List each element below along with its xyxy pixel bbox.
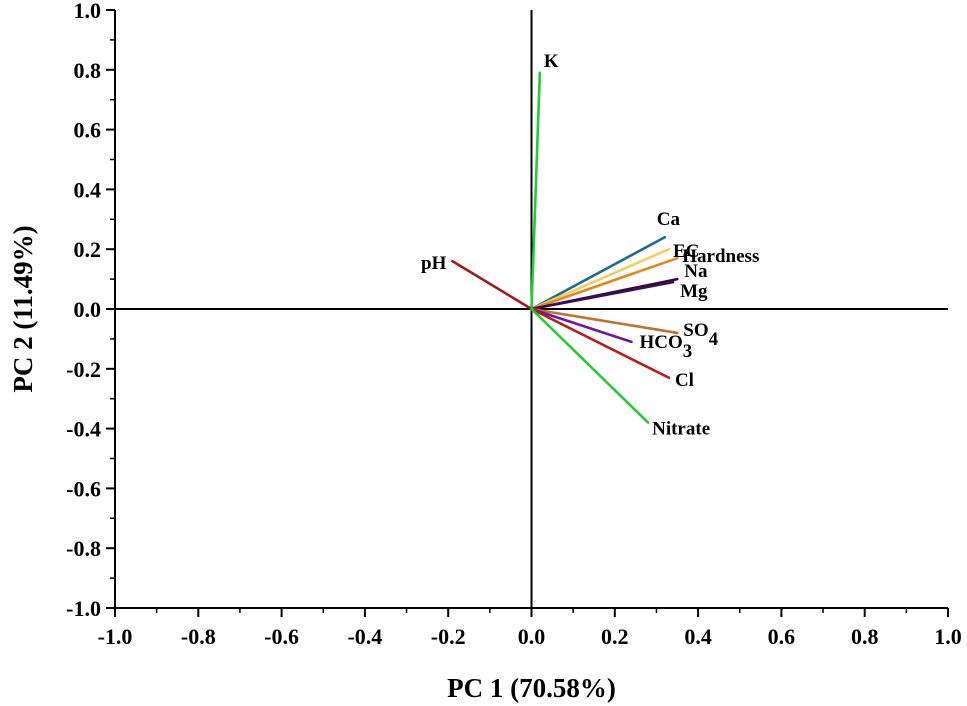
y-tick-label: -0.4 <box>66 417 101 442</box>
x-tick-label: -0.4 <box>347 624 382 649</box>
vector-label-hardness: Hardness <box>682 246 759 267</box>
x-tick-label: 1.0 <box>934 624 962 649</box>
y-tick-label: 0.6 <box>74 118 102 143</box>
vector-label-mg: Mg <box>680 281 708 302</box>
x-tick-label: 0.8 <box>851 624 879 649</box>
vector-label-na: Na <box>684 261 708 282</box>
vector-hco3 <box>530 307 633 344</box>
vector-k <box>530 71 542 311</box>
x-tick-label: 0.2 <box>601 624 629 649</box>
vector-label-nitrate: Nitrate <box>652 419 710 440</box>
y-tick-label: 0.0 <box>74 297 102 322</box>
x-tick-label: 0.4 <box>684 624 712 649</box>
y-tick-label: 0.4 <box>74 177 102 202</box>
vector-so4 <box>530 307 679 335</box>
y-tick-label: -0.8 <box>66 536 101 561</box>
x-tick-label: -1.0 <box>98 624 133 649</box>
x-tick-label: 0.0 <box>518 624 546 649</box>
x-axis-title: PC 1 (70.58%) <box>447 673 616 703</box>
x-axis-ticks: -1.0 -0.8 -0.6 -0.4 -0.2 0.0 0.2 0.4 0.6 0.8 1.0 <box>98 608 962 649</box>
vector-ph <box>451 259 533 311</box>
vector-hardness <box>530 256 679 311</box>
vector-ca <box>530 235 667 311</box>
x-tick-label: -0.6 <box>264 624 299 649</box>
loading-vectors <box>451 71 679 424</box>
vector-label-hco3: HCO3 <box>639 332 692 362</box>
y-tick-label: -0.6 <box>66 476 101 501</box>
y-axis-ticks: 1.0 0.8 0.6 0.4 0.2 0.0 -0.2 -0.4 -0.6 -0.8 -1.0 <box>66 0 115 621</box>
vector-nitrate <box>530 307 650 424</box>
vector-ec <box>530 247 671 311</box>
vector-label-ph: pH <box>421 253 447 274</box>
vector-label-cl: Cl <box>675 370 694 391</box>
y-tick-label: 1.0 <box>74 0 102 23</box>
vector-label-so4: SO4 <box>683 320 718 350</box>
y-tick-label: -0.2 <box>66 357 101 382</box>
x-tick-label: -0.2 <box>431 624 466 649</box>
vector-label-ec: EC <box>673 241 699 262</box>
vector-mg <box>530 280 675 311</box>
vector-label-k: K <box>544 51 559 72</box>
y-tick-label: -1.0 <box>66 596 101 621</box>
x-tick-label: -0.8 <box>181 624 216 649</box>
vector-label-ca: Ca <box>657 209 681 230</box>
y-tick-label: 0.2 <box>74 237 102 262</box>
y-axis-title: PC 2 (11.49%) <box>8 225 38 392</box>
x-tick-label: 0.6 <box>768 624 796 649</box>
vector-cl <box>530 307 671 380</box>
y-tick-label: 0.8 <box>74 58 102 83</box>
